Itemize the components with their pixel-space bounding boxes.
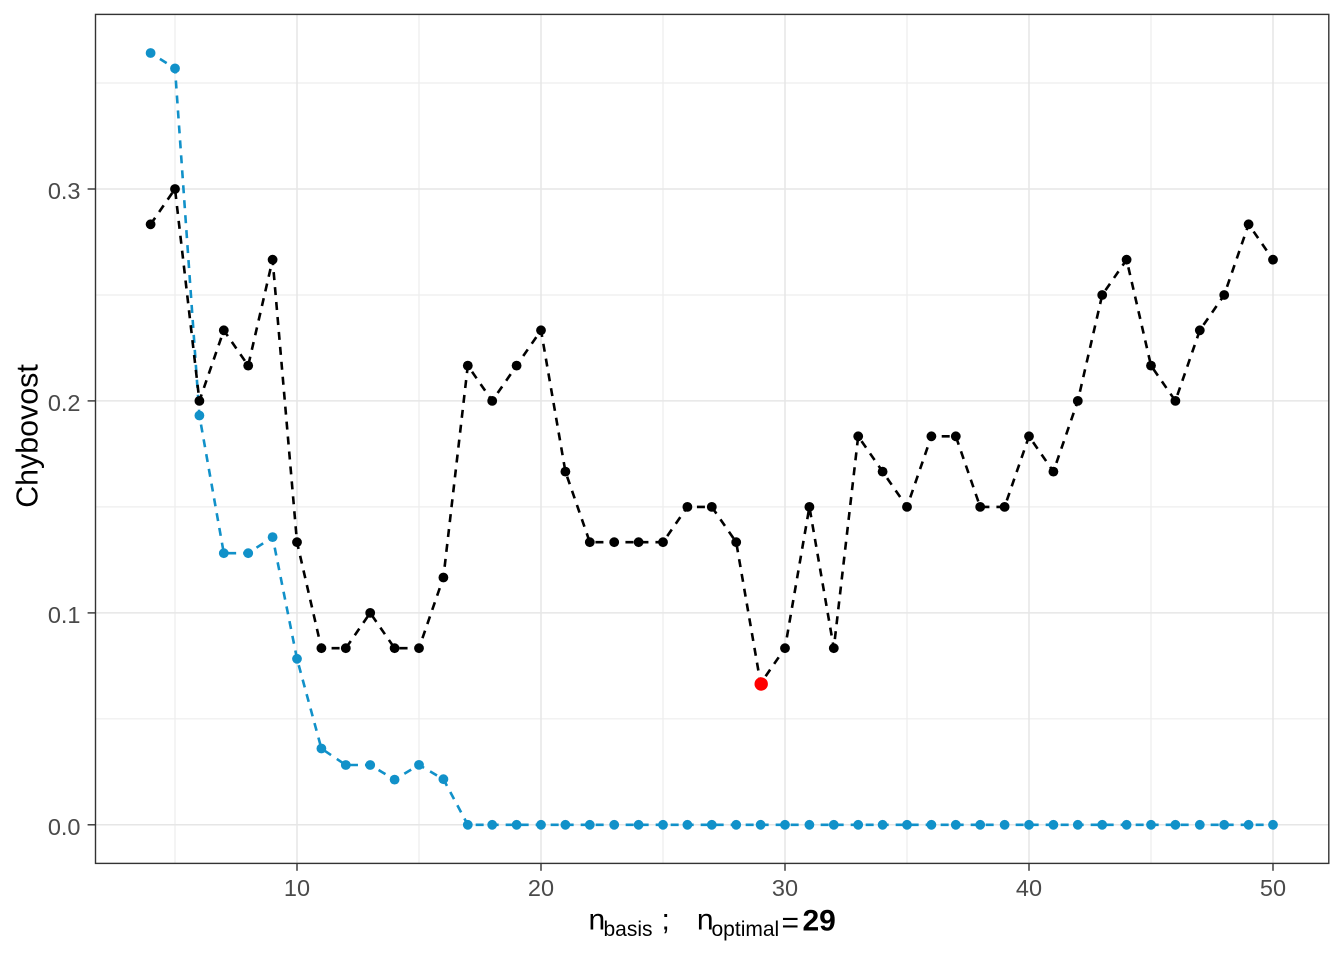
svg-text:0.2: 0.2 xyxy=(48,390,81,416)
svg-text:n: n xyxy=(589,904,606,937)
svg-text:Chybovost: Chybovost xyxy=(11,364,45,508)
svg-text:50: 50 xyxy=(1260,875,1286,901)
svg-text:30: 30 xyxy=(772,875,798,901)
svg-text:0.1: 0.1 xyxy=(48,602,81,628)
svg-text:10: 10 xyxy=(284,875,310,901)
svg-text:40: 40 xyxy=(1016,875,1042,901)
svg-text:20: 20 xyxy=(528,875,554,901)
svg-text:optimal: optimal xyxy=(712,918,780,941)
svg-text:=: = xyxy=(782,907,800,940)
svg-text:29: 29 xyxy=(803,905,836,938)
svg-text:n: n xyxy=(697,904,714,937)
svg-text:0.3: 0.3 xyxy=(48,178,81,204)
svg-text:;: ; xyxy=(662,904,670,937)
svg-text:basis: basis xyxy=(604,918,653,941)
svg-text:0.0: 0.0 xyxy=(48,814,81,840)
